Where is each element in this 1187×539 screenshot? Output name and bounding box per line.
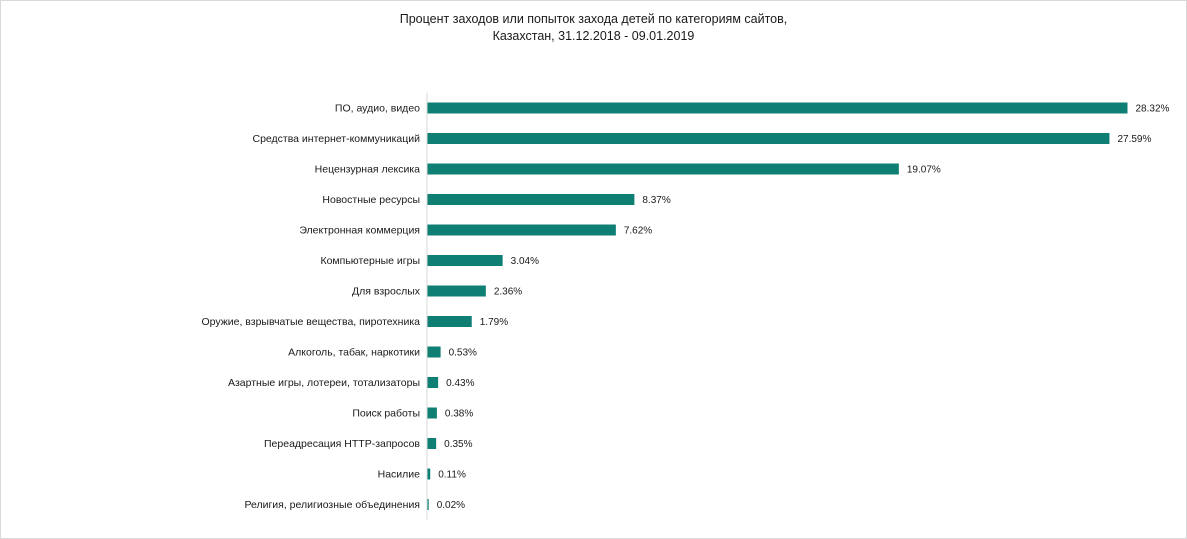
bar-row: Для взрослых 2.36% [352,285,522,298]
bar-row: Поиск работы 0.38% [352,407,473,420]
bar [427,438,437,449]
chart-subtitle: Казахстан, 31.12.2018 - 09.01.2019 [492,29,695,43]
bar [427,194,635,205]
bar [427,224,616,236]
bar [427,377,439,388]
bar-row: Религия, религиозные объединения 0.02% [244,499,465,511]
category-label: Оружие, взрывчатые вещества, пиротехника [201,316,420,328]
bar-row: Электронная коммерция 7.62% [299,224,652,237]
category-label: Переадресация HTTP-запросов [264,438,420,450]
bar-row: ПО, аудио, видео 28.32% [335,102,1170,115]
category-label: Поиск работы [352,408,420,420]
bar [427,407,437,419]
chart-title: Процент заходов или попыток захода детей… [399,12,788,26]
value-label: 0.02% [437,500,465,511]
value-label: 19.07% [907,165,941,176]
bar-row: Алкоголь, табак, наркотики 0.53% [288,346,477,359]
bar-row: Оружие, взрывчатые вещества, пиротехника… [201,316,508,328]
category-label: Алкоголь, табак, наркотики [288,347,420,359]
category-label: Нецензурная лексика [315,164,420,176]
bar [427,285,486,297]
bar [427,316,472,327]
value-label: 2.36% [494,287,522,298]
value-label: 0.43% [446,378,474,389]
value-label: 8.37% [642,195,670,206]
bar-row: Насилие 0.11% [378,468,466,481]
category-label: Компьютерные игры [320,255,420,267]
bar [427,499,429,510]
bar [427,346,441,358]
category-label: Насилие [378,469,421,481]
value-label: 27.59% [1117,134,1151,145]
bar [427,468,431,480]
bar-row: Компьютерные игры 3.04% [320,255,539,267]
bar [427,255,503,266]
bar [427,102,1128,114]
value-label: 7.62% [624,226,652,237]
bar [427,163,899,175]
chart-title-block: Процент заходов или попыток захода детей… [0,11,1187,45]
bar-row: Новостные ресурсы 8.37% [322,194,671,206]
category-label: ПО, аудио, видео [335,103,420,115]
value-label: 0.38% [445,409,473,420]
bar [427,133,1110,144]
value-label: 3.04% [511,256,539,267]
bar-row: Нецензурная лексика 19.07% [315,163,941,176]
value-label: 1.79% [480,317,508,328]
bar-row: Переадресация HTTP-запросов 0.35% [264,438,473,450]
value-label: 0.53% [449,348,477,359]
category-label: Религия, религиозные объединения [244,499,420,511]
bar-row: Средства интернет-коммуникаций 27.59% [253,133,1151,145]
category-label: Новостные ресурсы [322,194,420,206]
category-label: Электронная коммерция [299,225,420,237]
value-label: 0.11% [438,470,466,481]
category-label: Азартные игры, лотереи, тотализаторы [228,377,420,389]
category-label: Для взрослых [352,286,421,298]
value-label: 28.32% [1136,104,1170,115]
bar-row: Азартные игры, лотереи, тотализаторы 0.43… [228,377,475,389]
value-label: 0.35% [444,439,472,450]
category-label: Средства интернет-коммуникаций [253,133,421,145]
